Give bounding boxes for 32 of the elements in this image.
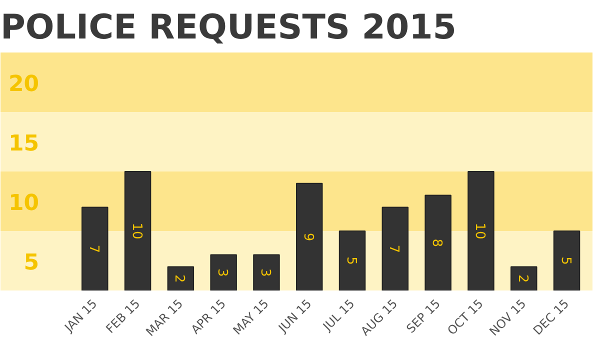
data-label: 2 <box>172 274 187 283</box>
x-tick-label: SEP 15 <box>404 296 444 336</box>
x-tick-label: FEB 15 <box>103 296 143 336</box>
data-label: 5 <box>558 256 573 265</box>
data-label: 10 <box>472 222 487 240</box>
band-label: 20 <box>8 72 40 97</box>
data-label: 7 <box>86 244 101 253</box>
bar <box>424 194 452 290</box>
bar <box>338 230 366 290</box>
data-label: 2 <box>514 274 530 283</box>
bar <box>468 171 494 290</box>
chart-title: POLICE REQUESTS 2015 <box>0 8 456 48</box>
bar <box>296 182 323 290</box>
data-label: 3 <box>257 268 272 277</box>
bar <box>253 254 280 290</box>
data-label: 7 <box>386 244 402 253</box>
bar <box>553 230 580 290</box>
band-label: 15 <box>8 131 40 156</box>
bar <box>382 206 409 290</box>
x-tick-label: JUL 15 <box>320 296 358 334</box>
data-label: 10 <box>128 222 144 240</box>
data-label: 5 <box>343 256 358 265</box>
bar <box>124 171 152 290</box>
bar <box>167 266 194 290</box>
band-label: 10 <box>8 190 40 216</box>
data-label: 3 <box>214 268 230 277</box>
data-label: 9 <box>300 232 316 242</box>
bar <box>210 254 237 290</box>
bar <box>82 206 108 290</box>
band-label: 5 <box>24 250 40 276</box>
bar <box>510 266 538 290</box>
data-label: 8 <box>429 238 444 248</box>
